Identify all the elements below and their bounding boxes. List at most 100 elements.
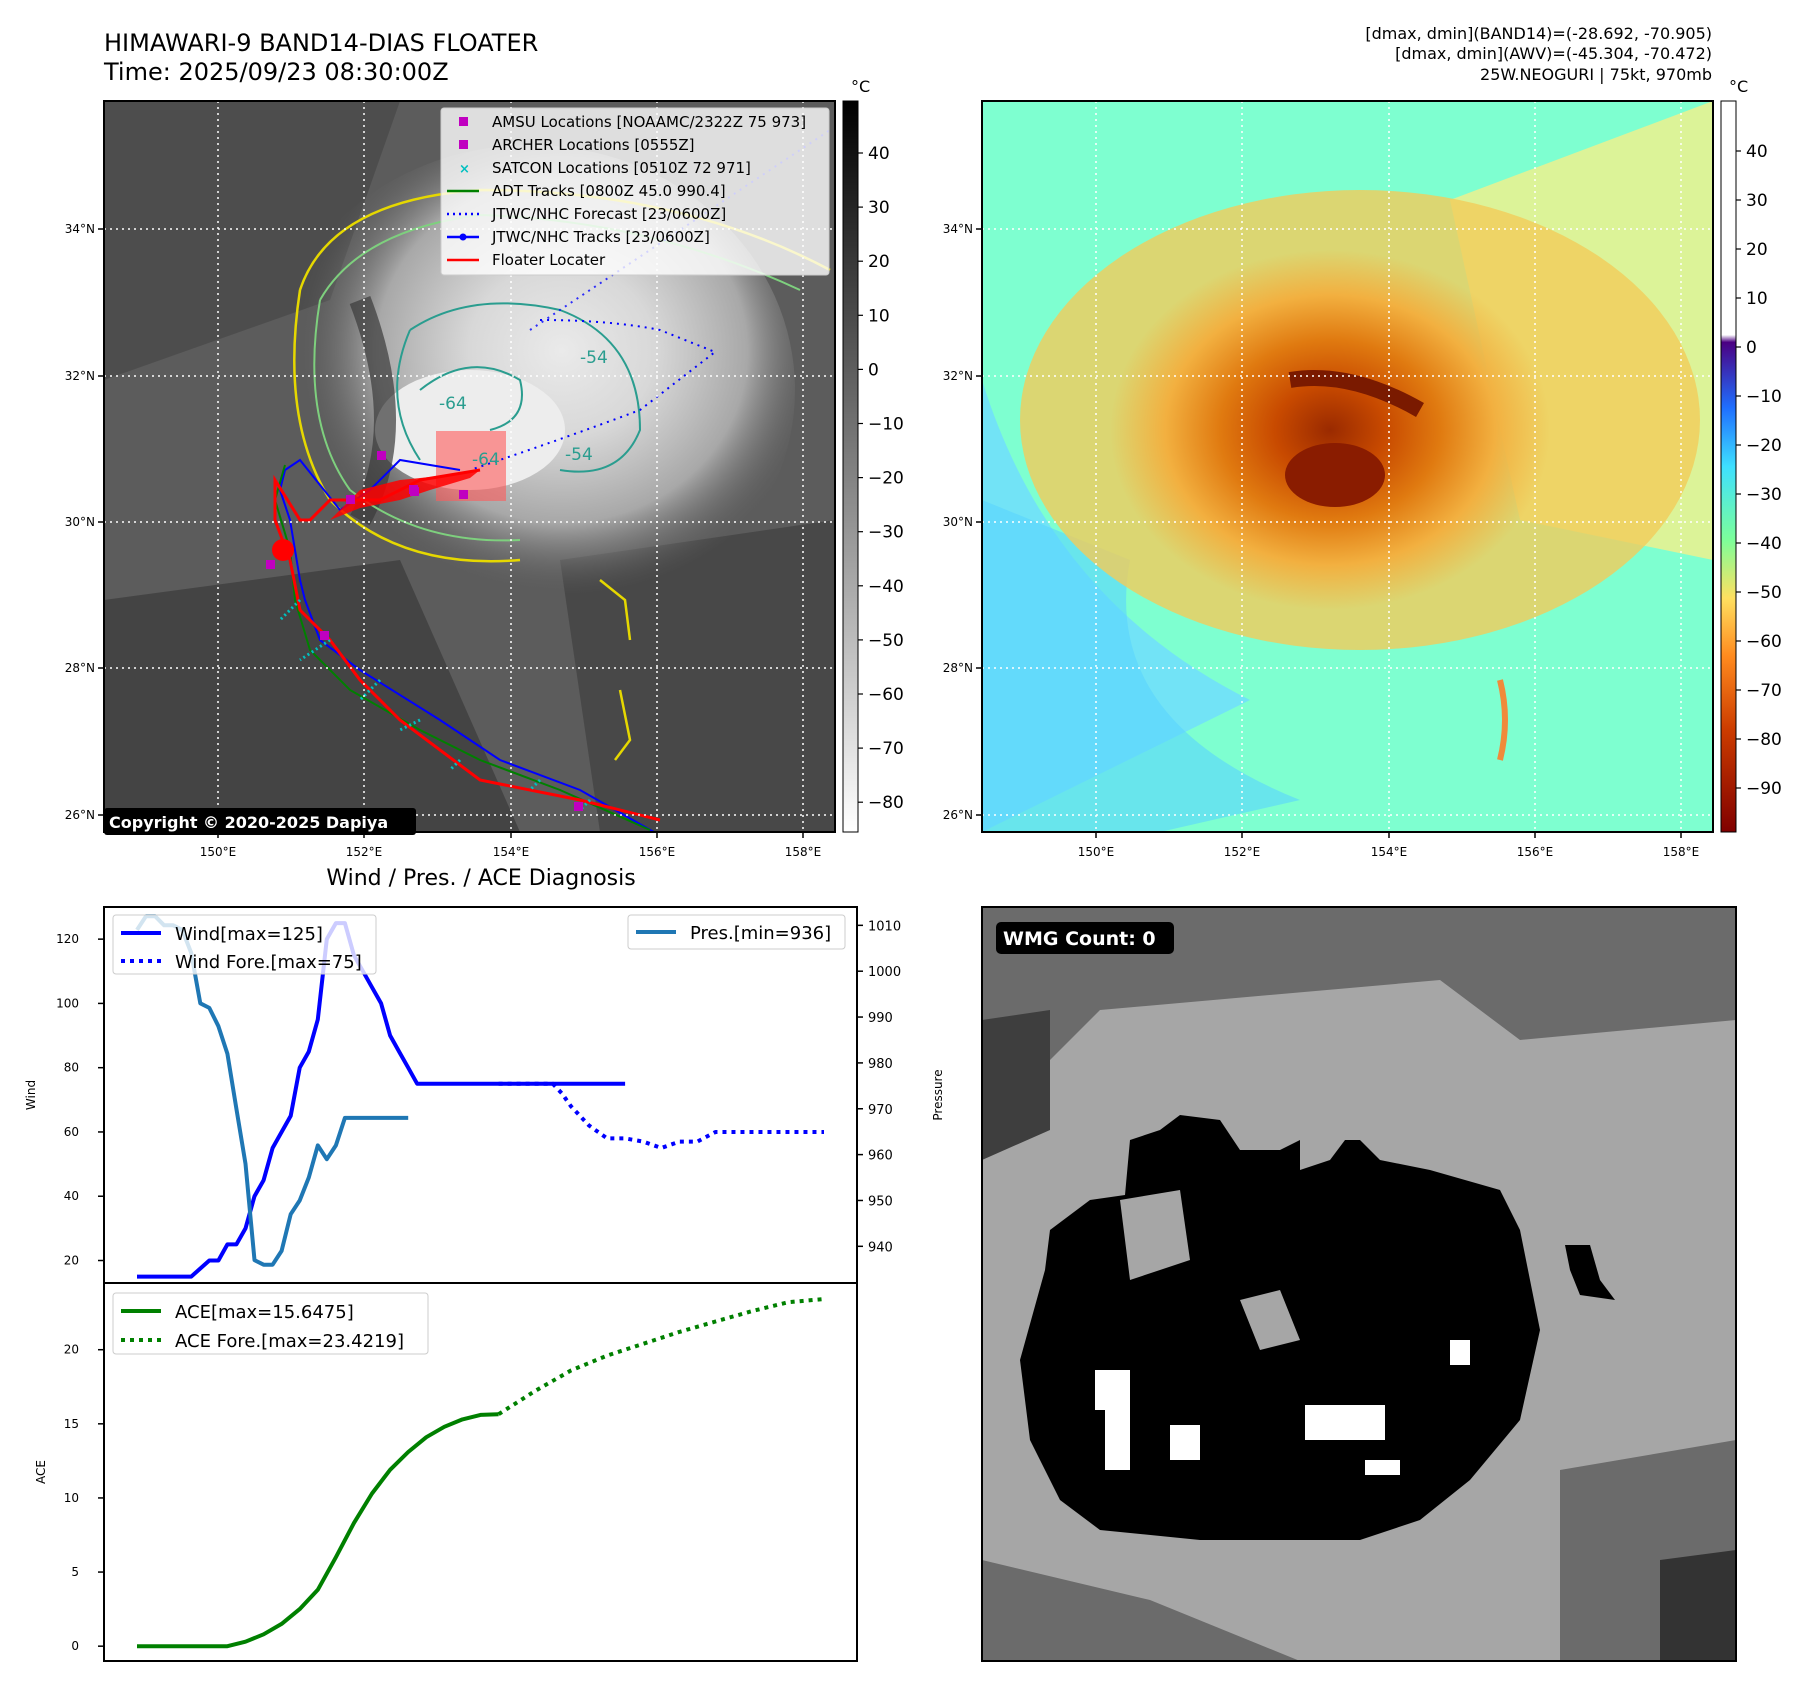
colorbar-tick-label: −30 [1746, 485, 1782, 505]
amsu-locations [266, 451, 583, 811]
pressure-axis-label: Pressure [931, 1069, 945, 1120]
amsu-marker [377, 451, 386, 460]
awv-lat-labels: 34°N 32°N 30°N 28°N 26°N [943, 222, 982, 822]
colorbar-tick-label: 30 [1746, 191, 1768, 211]
wmg-dark-north [982, 907, 1736, 1100]
figure-time: Time: 2025/09/23 08:30:00Z [103, 58, 449, 86]
wind-fore-legend-label: Wind Fore.[max=75] [175, 952, 362, 973]
ir-lon-labels: 150°E 152°E 154°E 156°E 158°E [200, 832, 821, 859]
pressure-tick-label: 970 [868, 1103, 893, 1118]
legend-label: ARCHER Locations [0555Z] [492, 136, 695, 154]
colorbar-tick-label: −60 [868, 685, 904, 705]
wmg-white-patch [1105, 1410, 1130, 1470]
pressure-tick-label: 960 [868, 1149, 893, 1164]
awv-cbar-unit: °C [1729, 77, 1748, 96]
colorbar-tick-label: 10 [868, 306, 890, 326]
pressure-tick-label: 990 [868, 1011, 893, 1026]
ace-tick-label: 10 [64, 1491, 79, 1505]
colorbar-tick-label: −60 [1746, 632, 1782, 652]
legend-label: ADT Tracks [0800Z 45.0 990.4] [492, 182, 726, 200]
legend-swatch [459, 117, 468, 126]
floater-locater-blob [272, 539, 294, 561]
wind-tick-label: 100 [56, 996, 79, 1010]
legend-entry: AMSU Locations [NOAAMC/2322Z 75 973] [459, 113, 806, 131]
awv-cold-band [1288, 370, 1424, 417]
lon-tick-label: 156°E [639, 845, 676, 859]
lat-tick-label: 26°N [65, 808, 95, 822]
colorbar-tick-label: −10 [868, 415, 904, 435]
ace-tick-label: 20 [64, 1343, 79, 1357]
ir-low-cloud [104, 560, 520, 832]
stats-storm: 25W.NEOGURI | 75kt, 970mb [1480, 65, 1712, 84]
legend-label: AMSU Locations [NOAAMC/2322Z 75 973] [492, 113, 806, 131]
ir-colorbar [842, 100, 859, 833]
lon-tick-label: 150°E [1078, 845, 1115, 859]
colorbar-tick-label: −50 [868, 631, 904, 651]
legend-entry: ARCHER Locations [0555Z] [459, 136, 695, 154]
colorbar-tick-label: −70 [868, 739, 904, 759]
pressure-legend-label: Pres.[min=936] [690, 923, 831, 944]
colorbar-tick-label: 20 [868, 252, 890, 272]
lon-tick-label: 154°E [493, 845, 530, 859]
stats-band14: [dmax, dmin](BAND14)=(-28.692, -70.905) [1365, 24, 1712, 43]
colorbar-tick-label: −20 [868, 469, 904, 489]
diagnosis-title: Wind / Pres. / ACE Diagnosis [326, 866, 635, 891]
floater-locater-cluster [330, 470, 480, 520]
lon-tick-label: 158°E [1663, 845, 1700, 859]
legend-label: JTWC/NHC Forecast [23/0600Z] [491, 205, 726, 223]
map-legend: AMSU Locations [NOAAMC/2322Z 75 973] ARCH… [440, 107, 830, 276]
lat-tick-label: 30°N [943, 515, 973, 529]
pressure-tick-label: 980 [868, 1057, 893, 1072]
legend-entry: ADT Tracks [0800Z 45.0 990.4] [447, 182, 726, 200]
wmg-darkest-se [1660, 1550, 1736, 1661]
colorbar-tick-label: −40 [868, 577, 904, 597]
forecast-track [469, 319, 717, 471]
ace-fore-legend-label: ACE Fore.[max=23.4219] [175, 1331, 404, 1352]
series-line-ace [137, 1412, 499, 1649]
ace-tick-label: 15 [64, 1417, 79, 1431]
satcon-locations [278, 598, 592, 812]
colorbar-tick-label: 40 [1746, 142, 1768, 162]
ir-contour-south [599, 579, 632, 761]
lat-tick-label: 34°N [943, 222, 973, 236]
wmg-white-patch [1170, 1425, 1200, 1460]
wmg-panel: WMG Count: 0 [981, 906, 1737, 1662]
ace-ticks: 0 5 10 15 20 [64, 1343, 104, 1653]
contour-label-54b: -54 [565, 445, 593, 465]
ir-cold-core [375, 370, 565, 490]
colorbar-tick-label: 10 [1746, 289, 1768, 309]
colorbar-tick-label: −10 [1746, 387, 1782, 407]
lon-tick-label: 154°E [1371, 845, 1408, 859]
wmg-white-patch [1305, 1405, 1385, 1440]
lat-tick-label: 28°N [65, 661, 95, 675]
lon-tick-label: 150°E [200, 845, 237, 859]
copyright-box [104, 808, 416, 835]
series-line-ace-forecast [497, 1297, 825, 1416]
contour-label-64a: -64 [439, 394, 467, 414]
wmg-dark-sw [982, 1560, 1300, 1661]
legend-box [440, 107, 830, 276]
colorbar-tick-label: −40 [1746, 534, 1782, 554]
awv-dry-band-2 [982, 500, 1300, 832]
wmg-gray-gap [1120, 1190, 1190, 1280]
legend-swatch: × [459, 162, 470, 177]
colorbar-tick-label: −80 [1746, 730, 1782, 750]
wind-legend-box [112, 914, 377, 975]
legend-swatch-dot [459, 233, 467, 241]
wmg-gray-gap-2 [1240, 1290, 1300, 1350]
lat-tick-label: 28°N [943, 661, 973, 675]
legend-entry: Floater Locater [447, 251, 606, 269]
wmg-white-patch [1365, 1460, 1400, 1475]
lon-tick-label: 152°E [346, 845, 383, 859]
wind-axis-label: Wind [24, 1080, 38, 1110]
colorbar-tick-label: −50 [1746, 583, 1782, 603]
colorbar-tick-label: −80 [868, 793, 904, 813]
ace-legend-label: ACE[max=15.6475] [175, 1302, 354, 1323]
ace-tick-label: 0 [71, 1639, 79, 1653]
ir-colorbar-ticks: 40 30 20 10 0 −10 −20 −30 −40 −50 −60 −70 −80 [858, 144, 904, 813]
ace-tick-label: 5 [71, 1565, 79, 1579]
colorbar-tick-label: 0 [1746, 338, 1757, 358]
legend-label: SATCON Locations [0510Z 72 971] [492, 159, 751, 177]
lat-tick-label: 32°N [943, 369, 973, 383]
